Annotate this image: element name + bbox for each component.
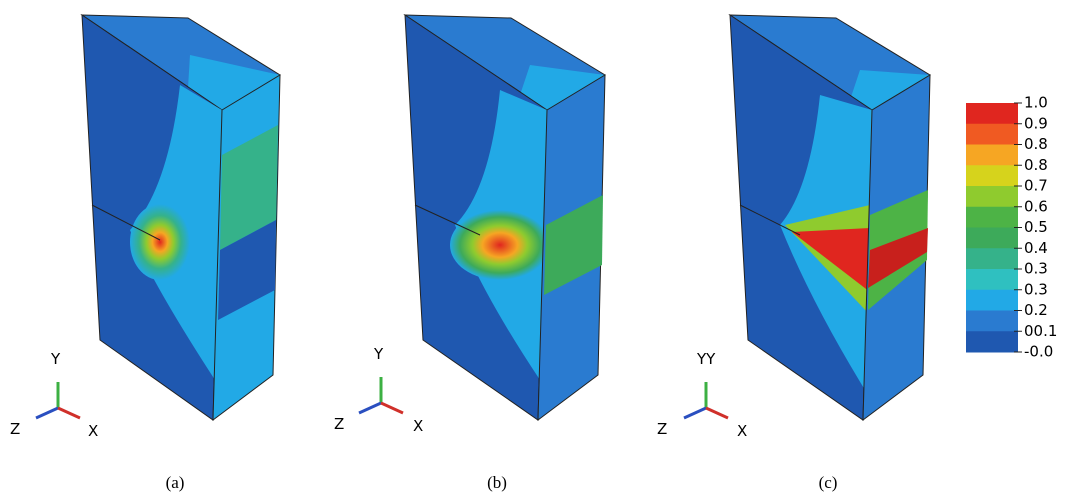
triad-b: Y Z X <box>334 345 423 435</box>
legend-swatch <box>966 103 1018 124</box>
legend-swatch <box>966 269 1018 290</box>
x-arrow <box>381 403 403 413</box>
page: Y Z X Y Z X YY Z X (a) (b) (c) 1.00.90.8… <box>0 0 1065 494</box>
panel-caption: (a) <box>166 473 185 492</box>
axis-label: Z <box>334 415 344 433</box>
figure: Y Z X Y Z X YY Z X (a) (b) (c) 1.00.90.8… <box>0 0 1065 494</box>
legend-swatch <box>966 186 1018 207</box>
legend-label: 0.5 <box>1024 218 1048 236</box>
z-arrow <box>684 408 706 418</box>
axis-label: Z <box>657 420 667 438</box>
legend-swatch <box>966 248 1018 269</box>
legend-label: 0.4 <box>1024 239 1048 257</box>
axis-label: X <box>737 422 747 440</box>
axis-label: Y <box>50 350 61 368</box>
z-arrow <box>359 403 381 413</box>
z-arrow <box>36 408 58 418</box>
legend-swatch <box>966 124 1018 145</box>
panel-c <box>730 15 930 420</box>
legend-label: -0.0 <box>1024 343 1053 361</box>
triad-c: YY Z X <box>657 350 747 440</box>
x-arrow <box>58 408 80 418</box>
legend-swatch <box>966 290 1018 311</box>
axis-label: X <box>413 417 423 435</box>
legend-label: 0.9 <box>1024 114 1048 132</box>
legend-label: 00.1 <box>1024 322 1057 340</box>
legend-swatch <box>966 228 1018 249</box>
legend-swatch <box>966 207 1018 228</box>
axis-label: X <box>88 422 98 440</box>
legend-label: 0.7 <box>1024 177 1048 195</box>
legend-swatch <box>966 145 1018 166</box>
panel-caption: (b) <box>487 473 507 492</box>
legend-label: 0.3 <box>1024 280 1048 298</box>
legend-label: 0.3 <box>1024 260 1048 278</box>
legend-label: 0.8 <box>1024 156 1048 174</box>
hot-spot <box>450 210 550 280</box>
axis-label: Y <box>373 345 384 363</box>
legend-label: 1.0 <box>1024 94 1048 112</box>
legend-swatch <box>966 311 1018 332</box>
panel-b <box>405 15 605 420</box>
legend-swatch <box>966 331 1018 352</box>
legend: 1.0 0.9 0.8 0.8 0.7 0.6 0.5 0.4 0.3 0.3 0.2 00.1 -0.… <box>966 94 1057 361</box>
x-arrow <box>706 408 728 418</box>
panel-caption: (c) <box>819 473 838 492</box>
hot-spot <box>130 204 190 280</box>
axis-label: YY <box>696 350 716 368</box>
panel-a <box>82 15 280 420</box>
legend-label: 0.8 <box>1024 135 1048 153</box>
legend-label: 0.2 <box>1024 301 1048 319</box>
axis-label: Z <box>10 420 20 438</box>
legend-label: 0.6 <box>1024 197 1048 215</box>
triad-a: Y Z X <box>10 350 98 440</box>
legend-swatch <box>966 165 1018 186</box>
